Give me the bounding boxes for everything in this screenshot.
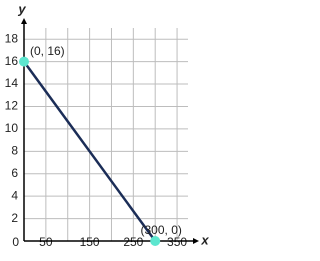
chart: y x 0 2 4 6 8 10 12 14 16 18 50 150 250 350 (0, 16) (30… xyxy=(5,1,210,249)
point-label: (300, 0) xyxy=(141,223,182,237)
y-tick-label: 16 xyxy=(5,54,19,68)
point xyxy=(150,236,161,246)
y-tick-label: 18 xyxy=(5,31,19,45)
y-tick-label: 12 xyxy=(5,99,19,113)
y-tick-label: 8 xyxy=(11,143,18,157)
x-tick-label: 150 xyxy=(80,235,100,249)
point-label: (0, 16) xyxy=(30,44,65,58)
y-tick-label: 10 xyxy=(5,121,19,135)
x-axis-arrow xyxy=(193,238,199,244)
x-axis-label: x xyxy=(200,232,209,247)
x-tick-label: 250 xyxy=(123,235,143,249)
x-tick-label: 50 xyxy=(39,235,53,249)
y-tick-label: 2 xyxy=(11,211,18,225)
line xyxy=(22,60,157,242)
y-axis-arrow xyxy=(21,18,27,24)
y-tick-label: 14 xyxy=(5,76,19,90)
y-tick-label: 6 xyxy=(11,166,18,180)
y-axis-label: y xyxy=(17,1,26,16)
y-tick-label: 0 xyxy=(12,235,19,249)
x-tick-label: 350 xyxy=(167,235,187,249)
point xyxy=(19,56,29,67)
y-tick-label: 4 xyxy=(11,188,18,202)
